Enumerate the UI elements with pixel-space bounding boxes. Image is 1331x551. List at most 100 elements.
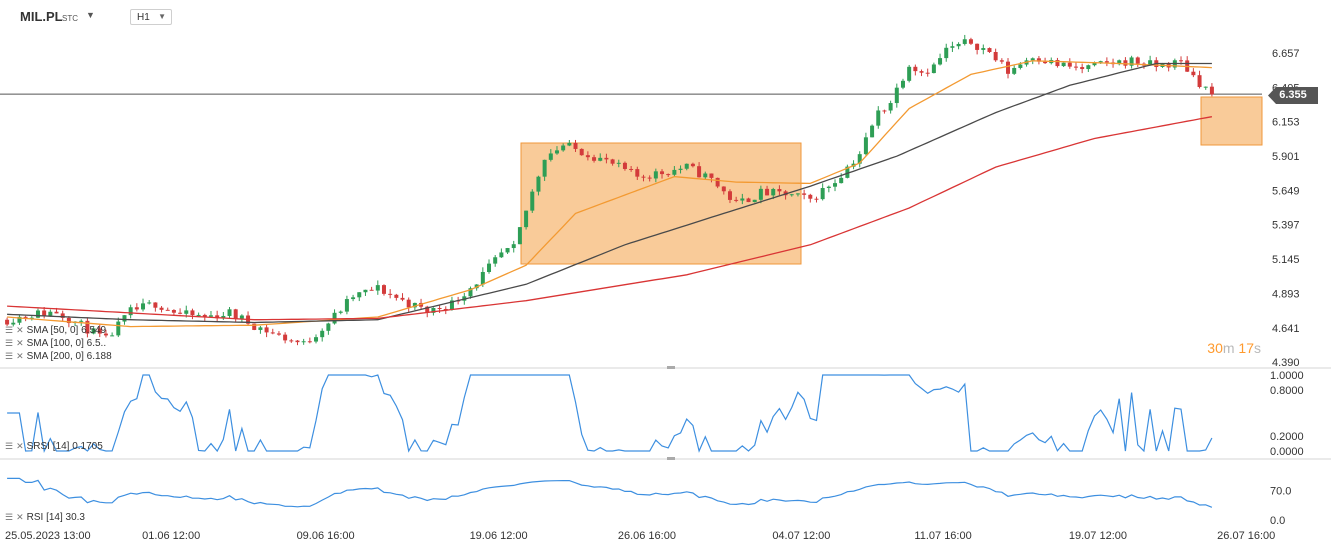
candle-body: [60, 313, 65, 318]
candle-body: [715, 177, 720, 187]
rsi-line: [7, 477, 1213, 508]
candle-body: [653, 171, 658, 179]
srsi-line: [7, 374, 1213, 453]
candle-body: [721, 186, 726, 192]
candle-body: [524, 210, 529, 228]
close-icon[interactable]: ✕: [16, 338, 24, 348]
symbol-name[interactable]: MIL.PL: [20, 9, 63, 24]
menu-icon[interactable]: ☰: [5, 338, 14, 348]
candle-body: [888, 103, 893, 111]
candle-body: [110, 335, 115, 337]
candle-body: [493, 257, 498, 264]
countdown-m: m: [1222, 340, 1235, 356]
x-tick-label: 26.07 16:00: [1217, 530, 1275, 542]
candle-body: [1080, 67, 1085, 70]
candle-body: [449, 300, 454, 310]
candle-body: [925, 72, 930, 74]
candle-body: [956, 43, 961, 47]
close-icon[interactable]: ✕: [16, 325, 24, 335]
candle-body: [517, 227, 522, 245]
candle-body: [1061, 62, 1066, 67]
candle-body: [962, 39, 967, 44]
candle-body: [141, 303, 146, 310]
candle-body: [1209, 86, 1214, 95]
y-tick-label: 6.153: [1272, 117, 1300, 129]
candle-body: [5, 319, 10, 325]
x-tick-label: 09.06 16:00: [297, 530, 355, 542]
candle-body: [276, 333, 281, 335]
legend-srsi[interactable]: ☰ ✕ SRSI [14] 0.1705: [5, 441, 103, 452]
menu-icon[interactable]: ☰: [5, 325, 14, 335]
candle-body: [758, 188, 763, 200]
menu-icon[interactable]: ☰: [5, 441, 14, 451]
legend-sma100[interactable]: ☰ ✕ SMA [100, 0] 6.5..: [5, 338, 106, 349]
candle-body: [412, 302, 417, 308]
candle-body: [765, 188, 770, 196]
legend-sma200[interactable]: ☰ ✕ SMA [200, 0] 6.188: [5, 351, 112, 362]
candle-body: [1086, 65, 1091, 70]
candle-body: [202, 314, 207, 317]
candle-body: [913, 66, 918, 72]
legend-sma50-label: SMA [50, 0] 6.549: [26, 325, 107, 336]
candle-body: [1018, 64, 1023, 68]
x-tick-label: 25.05.2023 13:00: [5, 530, 91, 542]
candle-body: [480, 271, 485, 285]
candle-body: [443, 308, 448, 310]
candle-body: [610, 159, 615, 164]
x-tick-label: 19.07 12:00: [1069, 530, 1127, 542]
candle-body: [808, 194, 813, 199]
candle-body: [178, 312, 183, 314]
candle-body: [826, 186, 831, 189]
menu-icon[interactable]: ☰: [5, 351, 14, 361]
candle-body: [487, 263, 492, 272]
candle-body: [857, 154, 862, 164]
candle-body: [29, 317, 34, 319]
candle-body: [215, 315, 220, 319]
candle-body: [134, 307, 139, 310]
candle-body: [1036, 58, 1041, 62]
candle-body: [635, 169, 640, 177]
candle-body: [499, 252, 504, 258]
candle-body: [919, 71, 924, 73]
highlight-zone-consolidation: [520, 142, 802, 265]
candle-body: [307, 341, 312, 343]
candle-body: [579, 148, 584, 156]
candle-body: [357, 292, 362, 298]
candle-body: [1030, 58, 1035, 61]
candle-body: [344, 299, 349, 312]
close-icon[interactable]: ✕: [16, 351, 24, 361]
symbol-dropdown-icon[interactable]: ▼: [86, 10, 95, 20]
legend-sma50[interactable]: ☰ ✕ SMA [50, 0] 6.549: [5, 325, 106, 336]
countdown-minutes: 30: [1207, 340, 1223, 356]
y-tick-label: 5.145: [1272, 254, 1300, 266]
close-icon[interactable]: ✕: [16, 512, 24, 522]
candle-body: [338, 311, 343, 313]
countdown-seconds: 17: [1238, 340, 1254, 356]
close-icon[interactable]: ✕: [16, 441, 24, 451]
candle-body: [727, 191, 732, 200]
candle-body: [672, 169, 677, 175]
candle-body: [381, 285, 386, 294]
candle-body: [369, 289, 374, 291]
candle-body: [400, 297, 405, 300]
candle-body: [406, 299, 411, 308]
candle-body: [746, 198, 751, 203]
candle-body: [1117, 60, 1122, 65]
candle-body: [863, 137, 868, 155]
candle-body: [289, 340, 294, 342]
candle-body: [159, 307, 164, 310]
candle-body: [734, 199, 739, 201]
candle-body: [270, 332, 275, 334]
legend-rsi[interactable]: ☰ ✕ RSI [14] 30.3: [5, 512, 85, 523]
timeframe-select[interactable]: H1 ▼: [130, 9, 172, 25]
menu-icon[interactable]: ☰: [5, 512, 14, 522]
srsi-tick-label: 0.0000: [1270, 446, 1304, 458]
candle-body: [375, 285, 380, 291]
candle-body: [771, 189, 776, 196]
candle-body: [678, 168, 683, 170]
exchange-label: STC: [62, 14, 78, 23]
candle-body: [363, 289, 368, 293]
candle-body: [54, 311, 59, 314]
candle-body: [1129, 57, 1134, 66]
